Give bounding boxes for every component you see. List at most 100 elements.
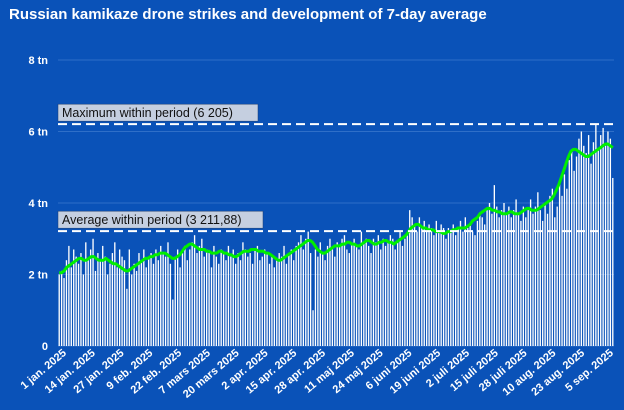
bar [534,206,537,346]
bar [484,224,486,346]
bar [503,203,505,346]
bar [85,242,87,346]
bar [580,131,583,346]
bar [438,231,440,346]
bar [172,299,174,346]
bar [348,253,350,346]
bar [106,274,109,346]
bar [476,220,479,346]
bar [517,213,520,346]
bar [215,256,218,346]
bar [372,238,375,346]
bar [150,253,152,346]
bar [193,235,196,346]
bar [336,242,338,346]
bar [123,260,126,346]
bar [254,249,256,346]
bar [428,224,430,346]
bar [126,288,128,346]
bar [121,256,123,346]
bar [271,256,273,346]
bar [322,253,324,346]
bar [566,188,568,346]
bar [307,231,309,346]
bar [326,245,329,346]
y-tick-label: 0 [42,341,48,353]
bar [249,253,251,346]
bar [607,131,609,346]
bar [365,238,367,346]
bar [89,249,92,346]
bar [537,192,539,346]
bar [471,231,474,346]
bar [143,249,145,346]
bar [493,185,496,346]
bar [583,145,585,346]
bar [73,249,75,346]
bar [382,238,384,346]
bar [104,256,106,346]
bar [302,249,305,346]
bar [590,163,592,346]
bar [416,231,418,346]
bar [556,206,558,346]
bar [99,260,101,346]
bar [278,253,280,346]
bar [210,267,213,346]
bar [162,253,164,346]
bar [317,256,319,346]
bar [186,260,188,346]
bar [389,235,392,346]
bar [189,249,191,346]
bar [597,149,599,346]
bar [247,256,249,346]
bar [430,228,433,346]
bar [225,260,227,346]
bar [109,263,111,346]
bar [251,263,254,346]
bar [558,181,561,346]
bar [273,267,276,346]
bar [604,145,607,346]
bar [612,177,614,346]
bar [266,253,268,346]
bar [305,238,307,346]
bar [353,238,355,346]
bar [65,260,68,346]
bar [423,220,425,346]
bar [208,253,210,346]
bar [75,256,77,346]
bar [319,242,321,346]
bar [203,256,205,346]
bar [63,278,65,346]
bar [92,238,94,346]
bar [283,245,285,346]
bar [527,210,529,346]
bar [181,253,184,346]
bar [404,238,406,346]
bar [198,245,201,346]
bar [394,249,396,346]
reference-label-box [57,210,264,229]
bar [300,235,302,346]
bar [346,249,348,346]
bar [94,270,97,346]
bar [351,242,353,346]
bar [167,242,169,346]
bar [295,245,297,346]
bar [128,249,130,346]
bar [542,220,544,346]
bar [573,170,575,346]
bar [169,263,172,346]
bar [525,217,527,346]
bar [191,242,193,346]
bar [486,210,488,346]
bar [409,210,411,346]
reference-label: Average within period (3 211,88) [62,213,242,227]
bar [568,160,570,346]
bar [481,217,483,346]
bar [435,220,437,346]
bar [587,135,590,346]
bar [259,260,261,346]
